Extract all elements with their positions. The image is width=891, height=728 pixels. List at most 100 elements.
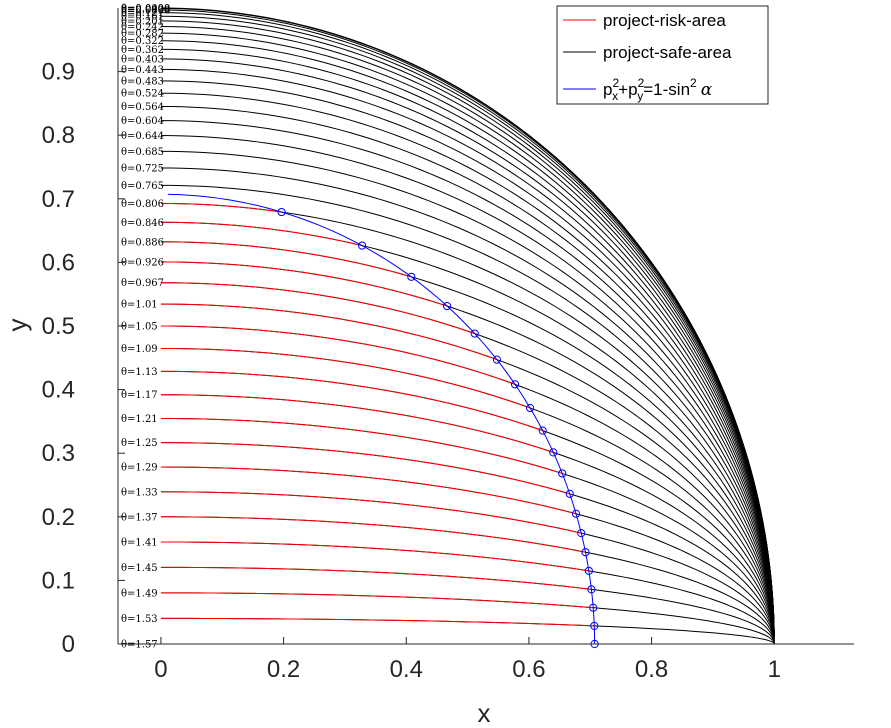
- x-tick-label: 0.2: [267, 656, 300, 683]
- theta-label: θ=1.41: [121, 537, 158, 548]
- boundary-arc-upper: [167, 193, 249, 204]
- y-tick-label: 0.5: [42, 313, 75, 340]
- curve-safe-part: [160, 202, 775, 645]
- x-tick-label: 0: [154, 656, 167, 683]
- theta-label: θ=0.765: [121, 181, 164, 192]
- curve-risk-part: [160, 303, 498, 361]
- curve-safe: [160, 92, 775, 645]
- curve-safe: [160, 135, 775, 645]
- y-tick-label: 0.9: [42, 59, 75, 86]
- curve-risk-part: [160, 617, 595, 627]
- curve-safe: [160, 184, 775, 645]
- curve-safe: [160, 40, 775, 645]
- theta-label: θ=0.0000: [121, 4, 170, 15]
- curve-risk-part: [160, 261, 448, 307]
- x-tick-label: 1: [768, 656, 781, 683]
- curve-risk-part: [160, 442, 570, 495]
- curve-safe: [160, 120, 775, 645]
- boundary-marker: [584, 566, 593, 576]
- curve-risk-part: [160, 221, 363, 247]
- legend-label-boundary: p2 x+p2 y=1-sin2 α: [603, 76, 713, 103]
- theta-label: θ=1.13: [121, 367, 158, 378]
- boundary-marker: [277, 207, 286, 217]
- y-tick-label: 0.8: [42, 122, 75, 149]
- y-ticks-group: 0 0.1 0.2 0.3 0.4 0.5 0.6 0.7 0.8 0.9: [42, 59, 125, 658]
- curve-risk-part: [160, 394, 554, 453]
- theta-label: θ=0.121: [121, 8, 164, 19]
- theta-label: θ=0.886: [121, 237, 164, 248]
- theta-label: θ=0.403: [121, 54, 164, 65]
- curve-safe: [160, 167, 775, 645]
- theta-label: θ=0.806: [121, 199, 164, 210]
- boundary-marker: [407, 272, 416, 281]
- curve-safe: [160, 80, 775, 645]
- boundary-marker: [470, 329, 479, 338]
- y-axis-title: y: [2, 319, 32, 332]
- curve-risk-part: [160, 541, 589, 572]
- boundary-marker: [571, 509, 581, 518]
- curve-risk-part: [160, 282, 475, 335]
- plot-area: [118, 8, 854, 644]
- y-tick-label: 0.7: [42, 186, 75, 213]
- x-tick-label: 0.8: [635, 656, 668, 683]
- x-tick-label: 0.4: [390, 656, 423, 683]
- theta-label: θ=0.644: [121, 131, 164, 142]
- theta-label: θ=0.362: [121, 45, 164, 56]
- boundary-marker: [581, 548, 590, 557]
- boundary-marker: [525, 403, 535, 413]
- theta-label: θ=0.564: [121, 102, 164, 113]
- theta-label: θ=0.242: [121, 22, 164, 33]
- theta-label: θ=1.17: [121, 390, 158, 401]
- theta-label: θ=0.685: [121, 147, 164, 158]
- theta-label: θ=1.29: [121, 463, 158, 474]
- boundary-group: [167, 193, 599, 649]
- curve-safe: [160, 48, 775, 645]
- theta-label: θ=1.53: [121, 614, 158, 625]
- theta-label: θ=1.45: [121, 563, 158, 574]
- theta-label: θ=0.322: [121, 36, 164, 47]
- boundary-marker: [510, 380, 520, 389]
- boundary-marker: [492, 355, 501, 364]
- theta-label: θ=1.09: [121, 344, 158, 355]
- theta-label: θ=0.846: [121, 218, 164, 229]
- curves-group: [160, 7, 775, 645]
- curve-safe: [160, 32, 775, 645]
- y-tick-label: 0: [62, 631, 75, 658]
- curve-safe: [160, 68, 775, 645]
- curve-risk-part: [160, 592, 594, 609]
- curve-risk-part: [160, 370, 543, 432]
- curve-risk-part: [160, 516, 586, 553]
- curve-safe: [160, 150, 775, 645]
- boundary-arc: [247, 202, 596, 645]
- boundary-marker: [357, 241, 367, 250]
- legend-box: [556, 5, 769, 105]
- theta-label: θ=1.33: [121, 487, 158, 498]
- curve-risk-part: [160, 417, 563, 474]
- boundary-marker: [549, 448, 558, 457]
- y-tick-label: 0.1: [42, 567, 75, 594]
- theta-label: θ=0.282: [121, 29, 164, 40]
- curve-risk-part: [160, 466, 577, 515]
- boundary-marker: [538, 426, 547, 435]
- x-axis-title: x: [478, 698, 491, 728]
- theta-label: θ=0.967: [121, 278, 164, 289]
- theta-label: θ=0.604: [121, 116, 164, 127]
- curve-safe: [160, 105, 775, 645]
- theta-label: θ=0.725: [121, 163, 164, 174]
- theta-label: θ=1.49: [121, 588, 158, 599]
- boundary-marker: [558, 469, 567, 478]
- curve-risk-part: [160, 566, 592, 590]
- boundary-marker: [577, 529, 586, 538]
- x-ticks-group: 0 0.2 0.4 0.6 0.8 1: [154, 637, 781, 683]
- boundary-marker: [565, 489, 574, 498]
- theta-label: θ=0.483: [121, 76, 164, 87]
- curve-risk-part: [160, 241, 412, 278]
- y-tick-label: 0.6: [42, 249, 75, 276]
- theta-label: θ=1.21: [121, 414, 158, 425]
- theta-label: θ=1.37: [121, 512, 158, 523]
- curve-risk-part: [160, 202, 282, 213]
- theta-label: θ=0.524: [121, 89, 164, 100]
- theta-label: θ=1.01: [121, 300, 158, 311]
- y-tick-label: 0.3: [42, 440, 75, 467]
